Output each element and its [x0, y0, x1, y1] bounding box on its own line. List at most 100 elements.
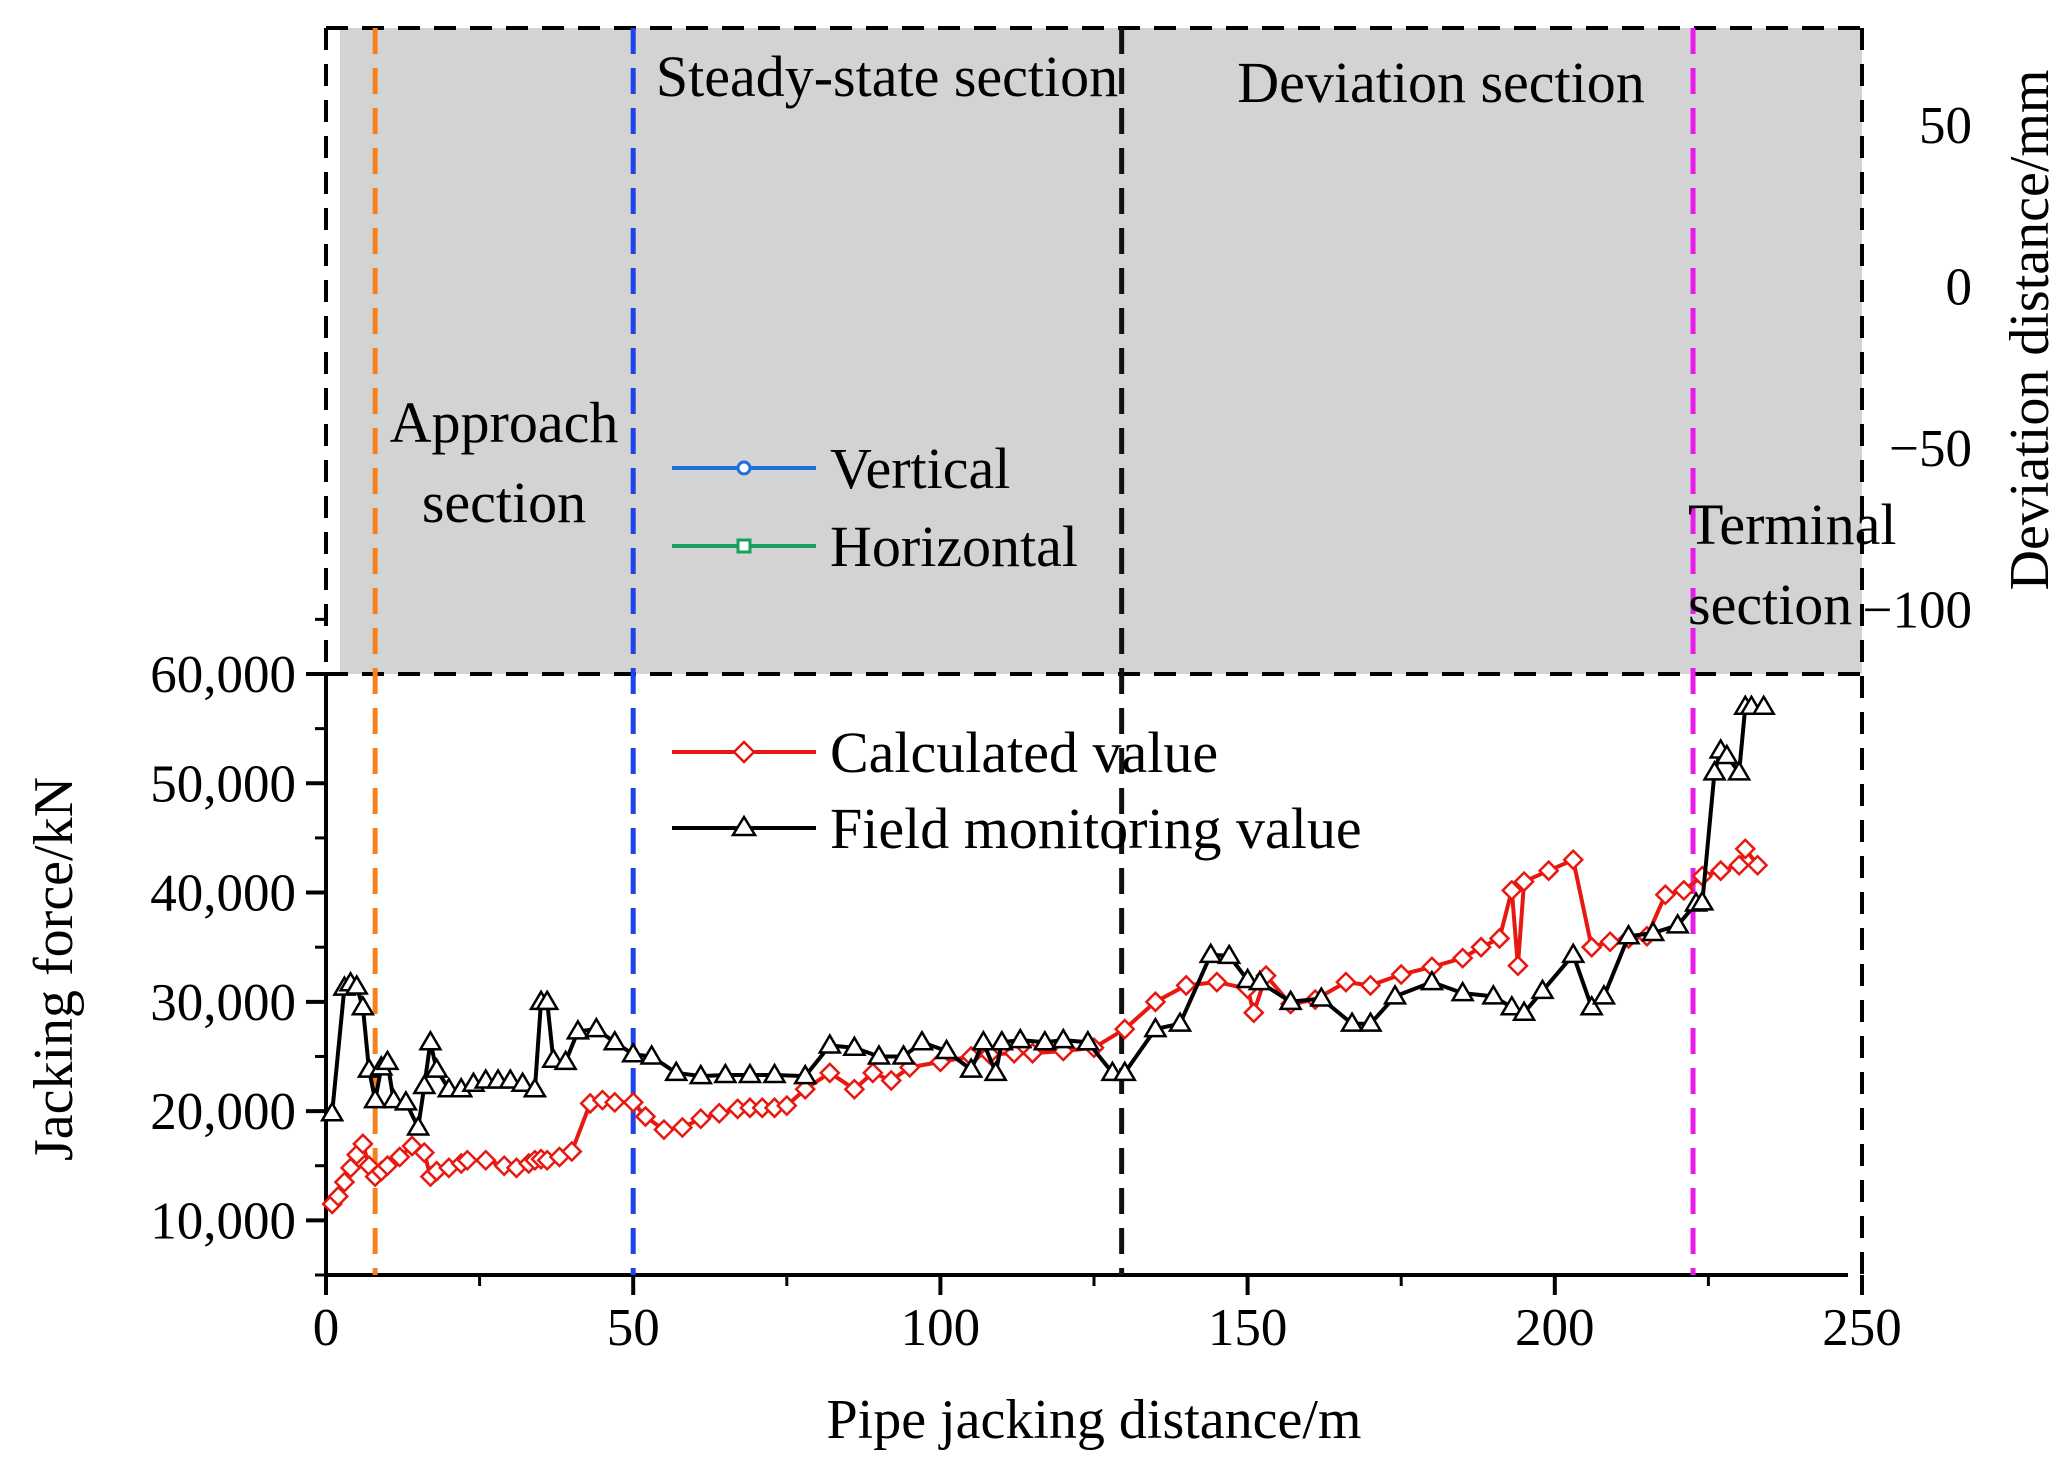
data-point — [664, 1060, 689, 1082]
legend-label-vertical: Vertical — [830, 436, 1010, 501]
data-point — [1382, 983, 1408, 1005]
data-point — [362, 1087, 388, 1109]
data-point — [1167, 1011, 1193, 1032]
data-point — [1144, 991, 1167, 1013]
y-axis-title: Jacking force/kN — [23, 777, 85, 1161]
data-point — [1198, 942, 1223, 964]
section-label-line: section — [1688, 572, 1852, 637]
data-point — [1339, 1011, 1365, 1032]
data-point — [794, 1078, 816, 1101]
data-point — [1450, 980, 1475, 1002]
data-point — [1579, 994, 1604, 1016]
data-point — [1499, 994, 1524, 1016]
data-point — [842, 1035, 867, 1056]
data-point — [1690, 889, 1715, 911]
data-point — [1507, 954, 1529, 977]
data-point — [1640, 920, 1666, 942]
section-label: Approach section — [390, 390, 619, 535]
section-label: Terminal section — [1688, 492, 1897, 637]
data-point — [1419, 969, 1445, 991]
data-point — [1654, 883, 1677, 906]
data-point — [424, 1057, 449, 1078]
data-point — [971, 1029, 996, 1051]
legend-marker-field — [730, 814, 758, 837]
data-point — [1216, 943, 1242, 965]
legend-label-calculated: Calculated value — [830, 720, 1218, 785]
y2-tick-label: 0 — [1946, 258, 1973, 316]
section-label-line: Steady-state section — [656, 44, 1118, 109]
data-point — [1143, 1016, 1168, 1038]
data-point — [534, 989, 560, 1011]
data-point — [1335, 971, 1357, 993]
y-tick-label: 60,000 — [150, 646, 296, 704]
data-point — [1616, 923, 1641, 945]
data-point — [553, 1049, 578, 1071]
data-point — [522, 1076, 548, 1098]
data-point — [604, 1091, 626, 1114]
data-point — [1673, 879, 1695, 902]
data-point — [690, 1107, 712, 1130]
data-point — [333, 1171, 356, 1193]
legend-marker-calculated — [732, 740, 756, 764]
data-point — [565, 1018, 591, 1040]
y-tick-label: 10,000 — [150, 1192, 296, 1250]
data-point — [1481, 983, 1506, 1005]
data-point — [1206, 971, 1228, 993]
data-point — [393, 1089, 419, 1111]
section-label-line: Approach — [390, 390, 619, 455]
data-point — [602, 1029, 627, 1051]
data-point — [1247, 969, 1273, 991]
section-label-line: section — [422, 470, 586, 535]
data-point — [1511, 1000, 1537, 1021]
y-tick-label: 20,000 — [150, 1083, 296, 1141]
data-point — [1359, 974, 1382, 997]
data-point — [713, 1062, 738, 1084]
data-point — [819, 1062, 841, 1084]
data-point — [1451, 947, 1474, 969]
data-point — [880, 1069, 903, 1092]
data-point — [1488, 927, 1511, 950]
data-point — [1309, 986, 1334, 1007]
data-point — [413, 1141, 436, 1164]
data-point — [1746, 854, 1769, 876]
deviation-legend: Vertical Horizontal — [672, 436, 1078, 579]
data-point — [327, 1185, 350, 1208]
data-point — [1113, 1018, 1136, 1040]
y-tick-label: 30,000 — [150, 974, 296, 1032]
data-point — [493, 1154, 515, 1177]
data-point — [1242, 1001, 1265, 1024]
x-tick-label: 0 — [313, 1299, 340, 1357]
data-point — [1112, 1060, 1137, 1082]
data-point — [1032, 1029, 1058, 1051]
data-point — [909, 1029, 935, 1051]
data-point — [498, 1068, 523, 1089]
data-point — [958, 1057, 984, 1078]
force-legend: Calculated value Field monitoring value — [672, 720, 1362, 861]
section-label: Deviation section — [1237, 50, 1645, 115]
data-point — [817, 1033, 842, 1054]
x-tick-label: 250 — [1822, 1299, 1902, 1357]
data-point — [1591, 983, 1617, 1005]
data-point — [653, 1118, 675, 1141]
data-point — [474, 1149, 497, 1172]
plot-frame — [324, 26, 1864, 1277]
data-point — [1734, 838, 1757, 860]
data-point — [376, 1154, 399, 1177]
data-point — [1728, 854, 1750, 876]
data-point — [1665, 912, 1690, 934]
data-point — [1501, 879, 1523, 902]
data-point — [1530, 978, 1555, 1000]
legend-marker-vertical — [736, 460, 752, 476]
data-point — [1751, 694, 1776, 716]
data-point — [319, 1100, 345, 1122]
section-label-line: Deviation section — [1237, 50, 1645, 115]
data-point — [983, 1060, 1008, 1082]
data-point — [412, 1073, 437, 1095]
data-point — [1008, 1027, 1033, 1049]
data-point — [1561, 942, 1586, 964]
legend-label-field: Field monitoring value — [830, 796, 1362, 861]
y2-tick-label: −50 — [1889, 420, 1972, 478]
data-point — [891, 1043, 916, 1065]
data-point — [344, 974, 369, 995]
data-point — [510, 1071, 535, 1093]
